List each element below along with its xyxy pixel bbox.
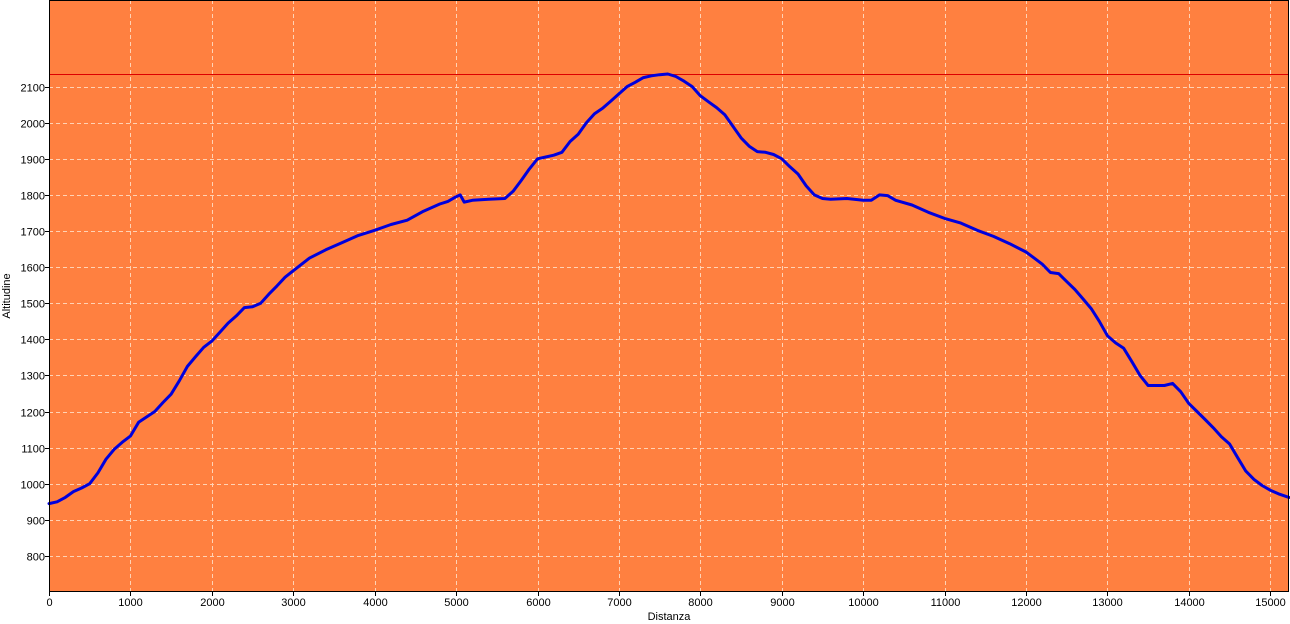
y-tick-label: 1400 [21, 335, 45, 347]
x-tick-label: 12000 [1011, 597, 1042, 609]
x-tick-label: 13000 [1092, 597, 1123, 609]
series-altitude-line [47, 72, 1290, 506]
y-axis-ticks: 800 900 1000 1100 1200 1300 1400 1500 1600 1700 18… [21, 83, 49, 564]
y-tick-label: 1000 [21, 480, 45, 492]
x-tick-label: 10000 [848, 597, 879, 609]
x-tick-label: 15000 [1255, 597, 1286, 609]
x-axis-title: Distanza [648, 611, 692, 623]
y-axis-title: Altitudine [1, 273, 13, 318]
grid-lines [49, 0, 1289, 592]
x-tick-label: 14000 [1174, 597, 1205, 609]
x-tick-label: 4000 [363, 597, 387, 609]
x-tick-label: 0 [46, 597, 52, 609]
x-tick-label: 11000 [931, 597, 961, 609]
y-tick-label: 800 [27, 552, 45, 564]
x-tick-label: 1000 [118, 597, 142, 609]
x-tick-label: 9000 [770, 597, 794, 609]
plot-background [49, 0, 1289, 592]
y-tick-label: 1900 [21, 155, 45, 167]
y-tick-label: 900 [27, 516, 45, 528]
y-tick-label: 2000 [21, 119, 45, 131]
y-tick-label: 1600 [21, 263, 45, 275]
y-tick-label: 1200 [21, 408, 45, 420]
y-tick-label: 1100 [21, 444, 45, 456]
x-tick-label: 8000 [688, 597, 712, 609]
y-tick-label: 1700 [21, 227, 45, 239]
y-tick-label: 1800 [21, 191, 45, 203]
x-axis-ticks: 0 1000 2000 3000 4000 5000 6000 7000 8000 9000 100… [46, 592, 1286, 609]
x-tick-label: 3000 [281, 597, 305, 609]
y-tick-label: 1500 [21, 299, 45, 311]
y-tick-label: 2100 [21, 83, 45, 95]
plot-frame [49, 0, 1289, 592]
y-tick-label: 1300 [21, 371, 45, 383]
x-tick-label: 2000 [200, 597, 224, 609]
x-tick-label: 6000 [526, 597, 550, 609]
x-tick-label: 7000 [607, 597, 631, 609]
x-tick-label: 5000 [444, 597, 468, 609]
